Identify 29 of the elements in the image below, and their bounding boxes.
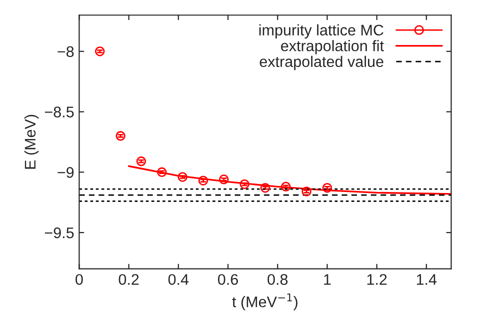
point bbox=[156, 167, 167, 178]
point bbox=[116, 131, 126, 141]
point bbox=[280, 182, 291, 192]
x-tick-label: 1 bbox=[324, 274, 331, 285]
x-tick-label: 0.2 bbox=[118, 274, 139, 285]
y-tick-label: −8.5 bbox=[44, 106, 74, 118]
point bbox=[240, 179, 250, 190]
point bbox=[198, 176, 208, 186]
x-tick-label: 0.6 bbox=[218, 274, 238, 285]
point bbox=[322, 183, 332, 193]
point bbox=[136, 156, 146, 166]
legend-label: impurity lattice MC bbox=[259, 24, 384, 39]
point bbox=[178, 172, 188, 182]
legend-label: extrapolated value bbox=[260, 56, 384, 70]
legend-label: extrapolation fit bbox=[281, 40, 384, 54]
x-tick-label: 0.4 bbox=[168, 274, 189, 285]
y-tick-label: −8 bbox=[58, 46, 74, 58]
x-tick-label: 0.8 bbox=[268, 274, 288, 285]
y-tick-label: −9 bbox=[58, 167, 74, 178]
y-tick-label: −9.5 bbox=[44, 227, 74, 238]
point bbox=[218, 174, 229, 184]
point bbox=[94, 46, 105, 56]
x-tick-label: 0 bbox=[76, 274, 83, 285]
x-tick-label: 1.4 bbox=[416, 274, 437, 285]
y-axis-title: E (MeV) bbox=[24, 114, 39, 169]
point bbox=[302, 186, 312, 196]
point bbox=[260, 183, 270, 193]
x-axis-title: t (MeV$^{−1}$) bbox=[232, 293, 298, 310]
x-tick-label: 1.2 bbox=[367, 274, 387, 285]
